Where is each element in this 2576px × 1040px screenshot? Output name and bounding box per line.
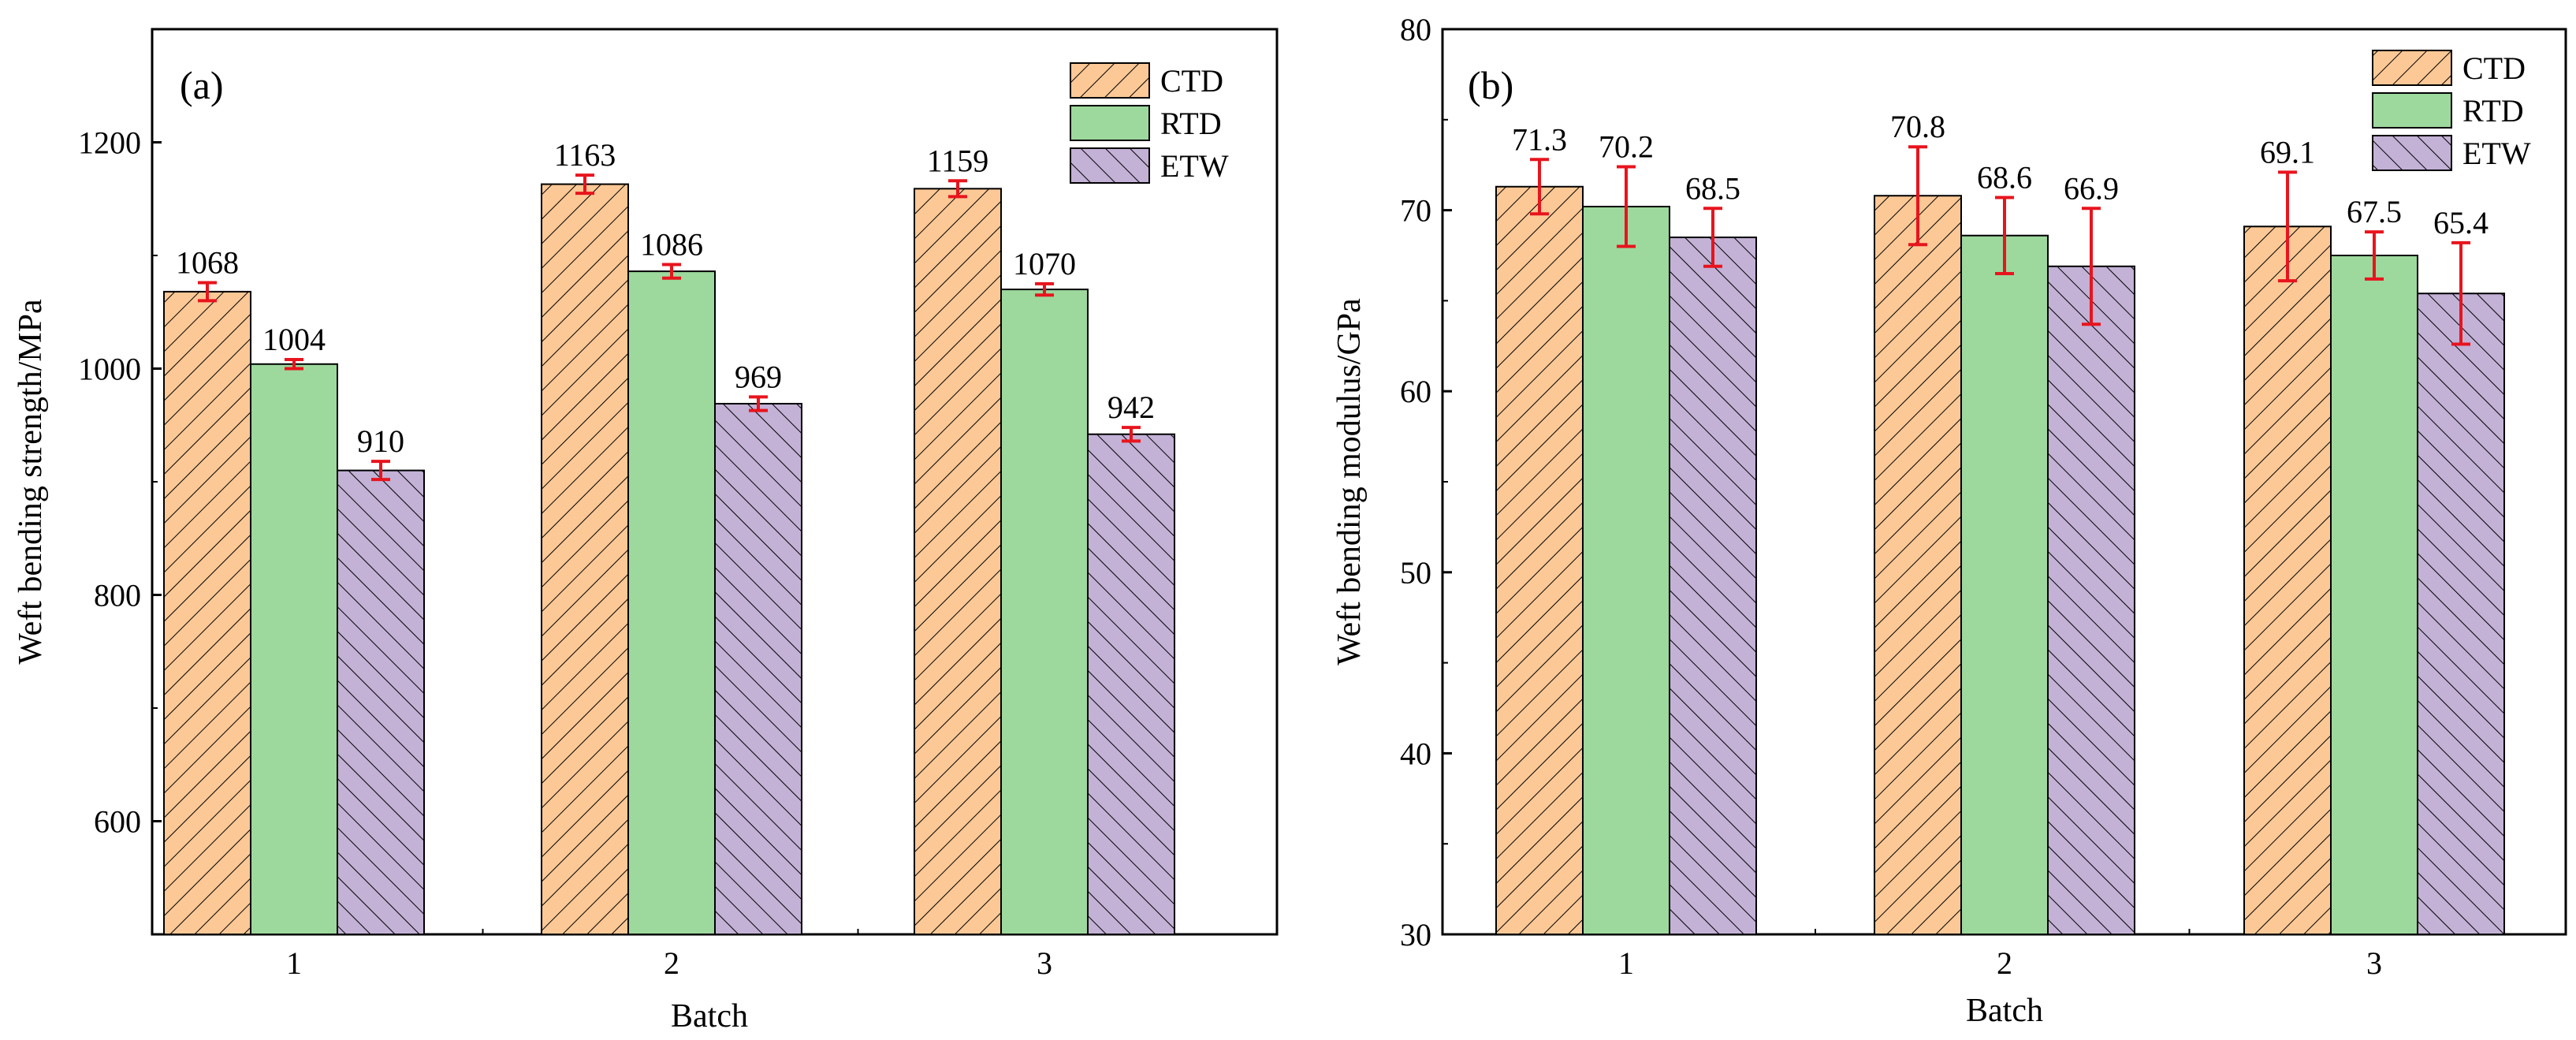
- bar-rtd-batch-1: [1582, 206, 1670, 935]
- y-tick-label: 600: [94, 804, 141, 840]
- bar-ctd-batch-2: [541, 183, 629, 936]
- x-tick-label: 1: [1618, 945, 1634, 981]
- chart-panel-b: (b) Batch Weft bending modulus/GPa 30 40 5…: [1331, 12, 2567, 1029]
- legend: CTD RTD ETW: [1070, 62, 1229, 184]
- legend-label: CTD: [2462, 50, 2526, 86]
- bars: 71.3 70.2 68.5 70.8 68.6 66.9 69.1 67.5 65.4: [1495, 109, 2505, 936]
- data-label: 68.5: [1685, 170, 1740, 206]
- data-label: 1159: [927, 143, 989, 178]
- y-tick-label: 70: [1400, 193, 1431, 229]
- data-label: 910: [357, 423, 404, 459]
- x-axis-title: Batch: [1966, 993, 2043, 1029]
- data-label: 67.5: [2347, 194, 2402, 229]
- legend-swatch-etw: [2372, 135, 2452, 171]
- panel-label: (b): [1468, 63, 1513, 107]
- bar-ctd-batch-3: [914, 188, 1002, 935]
- bar-ctd-batch-1: [1495, 185, 1584, 935]
- x-axis-title: Batch: [671, 998, 748, 1034]
- y-tick-label: 40: [1400, 736, 1431, 771]
- data-label: 1086: [640, 226, 703, 262]
- bar-etw-batch-2: [714, 402, 802, 935]
- legend: CTD RTD ETW: [2372, 50, 2531, 171]
- y-tick-label: 1200: [78, 125, 141, 161]
- bar-rtd-batch-3: [2330, 255, 2418, 935]
- y-tick-label: 60: [1400, 374, 1431, 409]
- x-tick-label: 3: [2366, 945, 2382, 981]
- data-label: 1004: [262, 322, 326, 357]
- data-label: 969: [735, 359, 782, 394]
- legend-swatch-rtd: [2372, 92, 2452, 129]
- legend-label: CTD: [1160, 63, 1223, 99]
- bar-etw-batch-2: [2047, 265, 2135, 935]
- bar-etw-batch-3: [1087, 433, 1175, 935]
- y-tick-label: 50: [1400, 555, 1431, 591]
- legend-label: RTD: [2462, 93, 2524, 129]
- data-label: 68.6: [1977, 160, 2032, 196]
- y-axis-title: Weft bending strength/MPa: [13, 299, 49, 665]
- legend-label: ETW: [2462, 136, 2531, 171]
- data-label: 70.2: [1599, 129, 1654, 164]
- bar-rtd-batch-1: [250, 363, 338, 935]
- bar-ctd-batch-1: [163, 290, 251, 936]
- legend-swatch-ctd: [2372, 50, 2452, 86]
- bar-rtd-batch-2: [1960, 234, 2049, 935]
- bar-etw-batch-1: [1669, 237, 1757, 936]
- y-tick-label: 80: [1400, 12, 1431, 47]
- data-label: 65.4: [2433, 205, 2489, 240]
- data-label: 71.3: [1512, 121, 1567, 157]
- x-tick-label: 2: [1997, 945, 2012, 981]
- x-tick-label: 3: [1037, 945, 1052, 981]
- data-label: 69.1: [2260, 134, 2315, 170]
- y-tick-label: 800: [94, 578, 141, 613]
- bars: 1068 1004 910 1163 1086 969 1159 1070 942: [163, 137, 1175, 936]
- bar-etw-batch-3: [2417, 293, 2505, 935]
- chart-panel-a: (a) Batch Weft bending strength/MPa 600 8…: [13, 28, 1279, 1034]
- legend-label: RTD: [1160, 106, 1222, 141]
- legend-swatch-rtd: [1070, 105, 1150, 141]
- y-tick-label: 1000: [78, 352, 141, 387]
- x-tick-label: 2: [664, 945, 679, 981]
- bar-rtd-batch-3: [1000, 289, 1089, 935]
- bar-ctd-batch-3: [2243, 226, 2332, 936]
- axis-ticks: 30 40 50 60 70 80 1 2 3: [1400, 12, 2382, 981]
- bar-ctd-batch-2: [1874, 195, 1962, 935]
- y-axis-title: Weft bending modulus/GPa: [1331, 298, 1368, 665]
- bar-rtd-batch-2: [627, 270, 716, 935]
- data-label: 70.8: [1890, 109, 1945, 144]
- data-label: 1163: [554, 137, 616, 173]
- legend-swatch-etw: [1070, 147, 1150, 184]
- x-tick-label: 1: [286, 945, 302, 981]
- data-label: 1070: [1013, 246, 1076, 281]
- legend-swatch-ctd: [1070, 62, 1150, 99]
- data-label: 66.9: [2064, 170, 2119, 206]
- panel-label: (a): [180, 63, 224, 107]
- data-label: 1068: [176, 244, 239, 280]
- legend-label: ETW: [1160, 148, 1229, 184]
- axis-ticks: 600 800 1000 1200 1 2 3: [78, 125, 1052, 982]
- data-label: 942: [1107, 390, 1155, 425]
- bar-etw-batch-1: [337, 469, 425, 935]
- y-tick-label: 30: [1400, 917, 1431, 952]
